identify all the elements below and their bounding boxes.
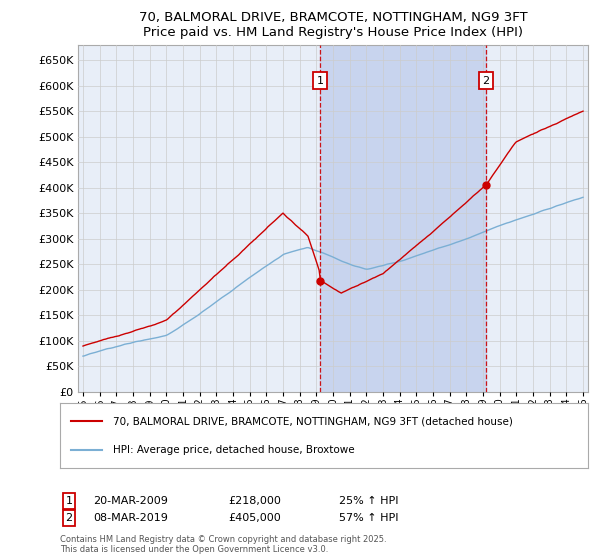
Text: Contains HM Land Registry data © Crown copyright and database right 2025.
This d: Contains HM Land Registry data © Crown c… — [60, 535, 386, 554]
Text: £218,000: £218,000 — [228, 496, 281, 506]
Text: 1: 1 — [316, 76, 323, 86]
Text: 2: 2 — [65, 513, 73, 523]
Text: 2: 2 — [482, 76, 490, 86]
Text: HPI: Average price, detached house, Broxtowe: HPI: Average price, detached house, Brox… — [113, 445, 355, 455]
Title: 70, BALMORAL DRIVE, BRAMCOTE, NOTTINGHAM, NG9 3FT
Price paid vs. HM Land Registr: 70, BALMORAL DRIVE, BRAMCOTE, NOTTINGHAM… — [139, 11, 527, 39]
Text: 08-MAR-2019: 08-MAR-2019 — [93, 513, 168, 523]
Text: 1: 1 — [65, 496, 73, 506]
Text: 25% ↑ HPI: 25% ↑ HPI — [339, 496, 398, 506]
Text: 70, BALMORAL DRIVE, BRAMCOTE, NOTTINGHAM, NG9 3FT (detached house): 70, BALMORAL DRIVE, BRAMCOTE, NOTTINGHAM… — [113, 416, 512, 426]
Text: 57% ↑ HPI: 57% ↑ HPI — [339, 513, 398, 523]
Text: 20-MAR-2009: 20-MAR-2009 — [93, 496, 168, 506]
Text: £405,000: £405,000 — [228, 513, 281, 523]
Bar — [320, 45, 486, 392]
